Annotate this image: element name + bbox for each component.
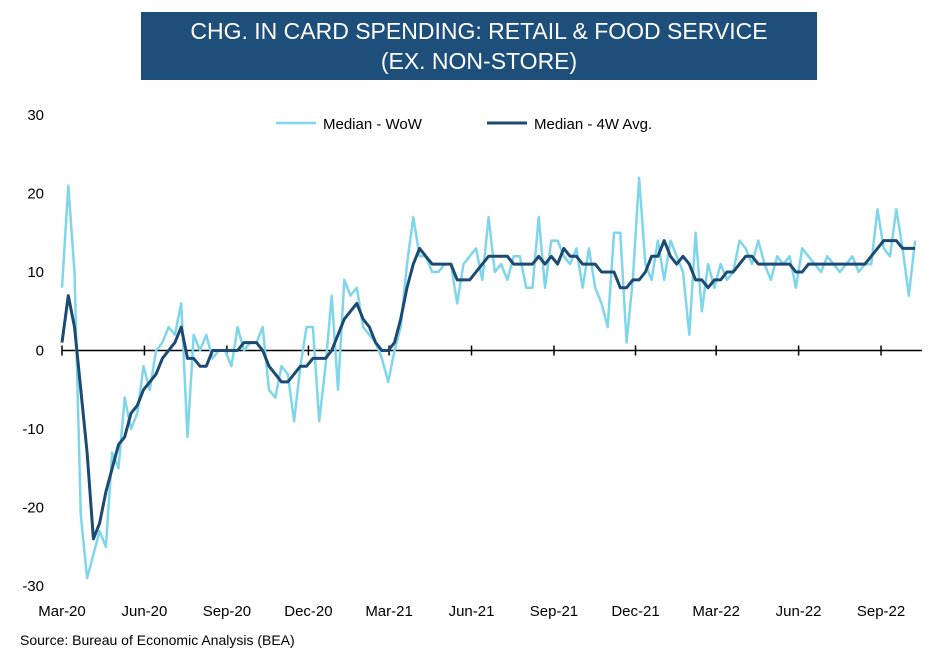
series-lines	[60, 176, 917, 580]
y-tick-label: -30	[22, 578, 44, 595]
y-tick-label: 30	[27, 107, 44, 124]
y-tick-label: 0	[36, 343, 44, 360]
x-tick-label: Mar-21	[365, 603, 413, 620]
chart-title-line-2: (EX. NON-STORE)	[380, 48, 578, 74]
x-tick-label: Sep-22	[857, 603, 905, 620]
x-tick-label: Mar-22	[692, 603, 740, 620]
x-tick-label: Jun-22	[776, 603, 822, 620]
legend-label: Median - WoW	[323, 116, 423, 133]
series-line-median-4w-avg	[60, 239, 916, 541]
x-tick-label: Sep-21	[530, 603, 578, 620]
x-axis-tick-labels: Mar-20 Jun-20 Sep-20 Dec-20 Mar-21 Jun-21 Sep-…	[38, 603, 905, 620]
x-tick-label: Sep-20	[203, 603, 251, 620]
x-tick-label: Dec-20	[284, 603, 332, 620]
y-tick-label: 10	[27, 264, 44, 281]
legend: Median - WoW Median - 4W Avg.	[276, 116, 652, 133]
x-tick-label: Mar-20	[38, 603, 86, 620]
y-tick-label: -10	[22, 421, 44, 438]
chart-title-line-1: CHG. IN CARD SPENDING: RETAIL & FOOD SER…	[190, 18, 768, 44]
x-tick-label: Dec-21	[611, 603, 659, 620]
chart-title-banner: CHG. IN CARD SPENDING: RETAIL & FOOD SER…	[141, 12, 817, 80]
source-note: Source: Bureau of Economic Analysis (BEA…	[20, 632, 295, 648]
zero-axis	[61, 345, 922, 356]
y-tick-label: 20	[27, 186, 44, 203]
series-line-median-wow	[60, 176, 917, 580]
legend-label: Median - 4W Avg.	[534, 116, 652, 133]
x-tick-label: Jun-21	[449, 603, 495, 620]
x-tick-label: Jun-20	[122, 603, 168, 620]
y-axis-tick-labels: 30 20 10 0 -10 -20 -30	[22, 107, 44, 595]
y-tick-label: -20	[22, 500, 44, 517]
